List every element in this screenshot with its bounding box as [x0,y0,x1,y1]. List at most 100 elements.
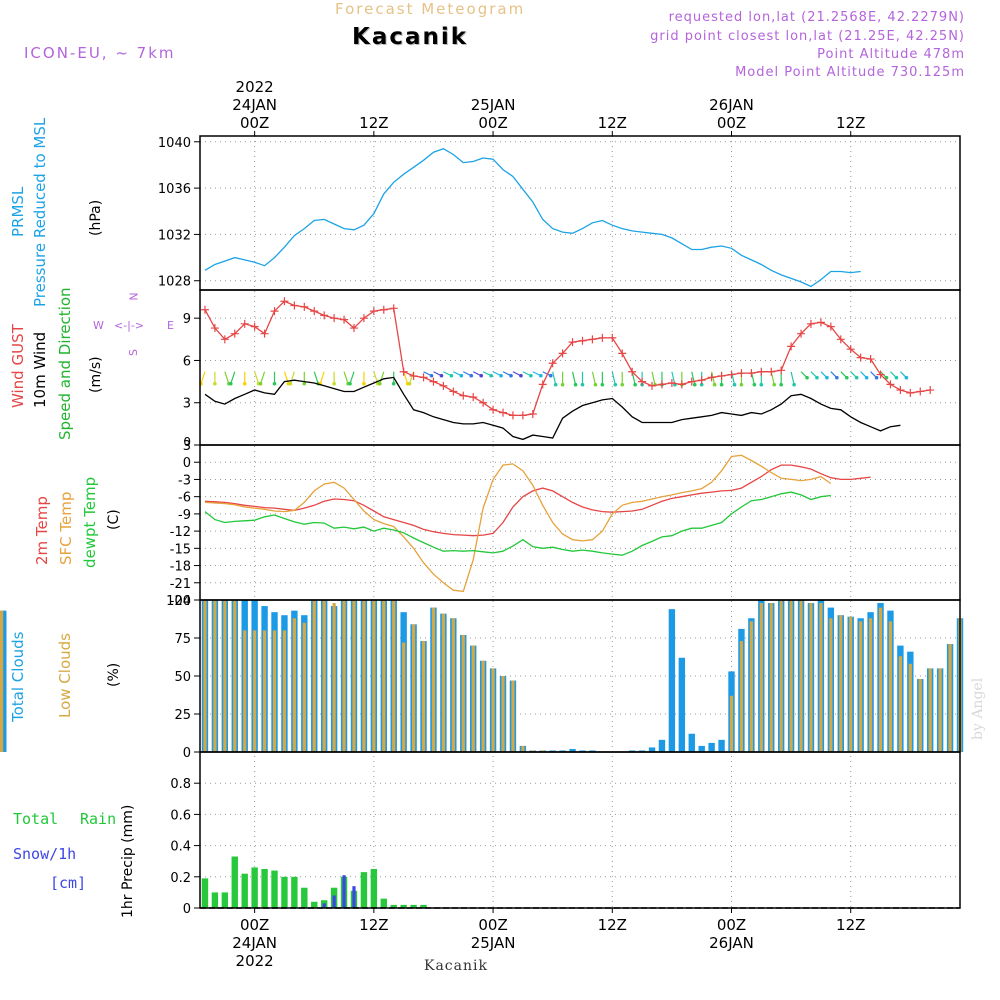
low-cloud-bar [501,676,505,752]
bottom-tick-label: 12Z [836,916,865,934]
low-cloud-bar [312,600,316,752]
wind-arrow-head [573,382,578,387]
total-cloud-bar [658,739,666,752]
wind-arrow-head [553,382,558,387]
gust-series-marker [210,324,219,333]
gust-series-marker [777,366,786,375]
wind-arrow [349,371,355,384]
wind-tick-label: 9 [183,312,191,327]
wind-arrow-head [739,382,744,387]
wind-tick-label: 3 [183,397,191,412]
low-cloud-bar [441,613,445,752]
wind-arrow [254,371,260,384]
temp-tick-label: -21 [170,577,191,592]
low-cloud-bar [948,644,952,752]
wind-arrow-head [258,381,263,386]
pressure-tick-label: 1032 [158,228,191,243]
rain-label: Rain [80,810,117,828]
wind-arrow-head [759,382,764,387]
wind-arrow [651,371,656,385]
wind-arrow-head [377,381,382,386]
model-altitude: Model Point Altitude 730.125m [735,65,965,80]
rain-bar [370,869,378,908]
gust-series-marker [359,314,368,323]
wind-arrow-head [884,375,889,380]
gust-series-marker [429,377,438,386]
gust-series-marker [727,370,736,379]
wind-arrow [289,371,295,384]
point-altitude: Point Altitude 478m [817,47,965,62]
panel-bg-precip [200,752,960,908]
top-tick-label: 00Z [478,114,507,132]
gust-series-marker [399,367,408,376]
clouds-tick-label: 75 [174,632,191,647]
bottom-tick-label: 12Z [598,916,627,934]
snow-bar [342,875,346,908]
low-cloud-bar [272,630,277,752]
gust-series-marker [667,379,676,387]
wind-arrow [343,371,349,384]
bottom-tick-label: 00Z [717,916,746,934]
wind-arrow-head [894,375,899,380]
wind-arrow-head [459,373,464,378]
clouds-tick-label: 0 [183,746,191,761]
wind-arrow-head [429,373,434,378]
gust-series-marker [717,371,726,380]
total-cloud-bar [638,750,646,752]
top-tick-label: 12Z [598,114,627,132]
gust-series-marker [697,376,706,385]
snow-bar [352,886,356,908]
gust-series-marker [578,336,587,345]
low-cloud-bar [262,630,267,752]
rain-bar [251,867,258,908]
gust-series-marker [906,388,915,397]
bottom-year-label: 2022 [236,952,274,970]
model-label: ICON-EU, ~ 7km [24,44,176,62]
low-cloud-bar [352,600,356,752]
low-cloud-bar [342,600,346,752]
rain-bar [281,876,288,908]
page-title: Kacanik [352,24,469,50]
total-cloud-bar [678,657,686,752]
gust-series-marker [886,380,895,389]
gust-series-marker [677,380,686,389]
temp-tick-label: 3 [183,439,191,454]
gust-series-marker [349,324,358,333]
low-cloud-bar [203,600,207,752]
wind-arrow-head [844,375,849,380]
gust-series-marker [608,333,617,342]
wind-arrow-head [904,375,909,380]
low-cloud-bar [839,615,843,752]
wind-arrow [224,371,230,384]
pressure-series [204,147,861,288]
top-day-label: 24JAN [232,96,277,114]
subtitle: Forecast Meteogram [335,0,526,18]
total-cloud-bar [559,750,566,752]
gust-series-marker [459,391,468,400]
rain-bar [211,892,219,908]
rain-bar [231,856,238,908]
wind-arrow-head [600,382,605,387]
snow-unit-label: [cm] [50,874,87,892]
wind-arrow-head [288,381,293,386]
gust-series-marker [628,367,637,376]
rain-bar [360,872,368,908]
gust-series-marker [528,410,537,418]
total-cloud-bar [668,609,676,752]
gust-series-marker [767,367,776,376]
gust-series-marker [806,319,815,328]
low-cloud-bar [233,600,237,752]
low-cloud-bar [739,641,744,752]
bottom-day-label: 25JAN [471,934,516,952]
low-cloud-bar [382,600,386,752]
wind-arrow-head [499,373,503,378]
wind-tick-label: 6 [183,354,191,369]
low-cloud-bar [402,642,406,752]
rain-bar [271,870,278,908]
low-cloud-bar [372,600,376,752]
compass-w: W [93,319,104,332]
precip-tick-label: 0.2 [170,871,191,886]
rain-bar [261,869,268,908]
gust-series-marker [260,329,269,338]
